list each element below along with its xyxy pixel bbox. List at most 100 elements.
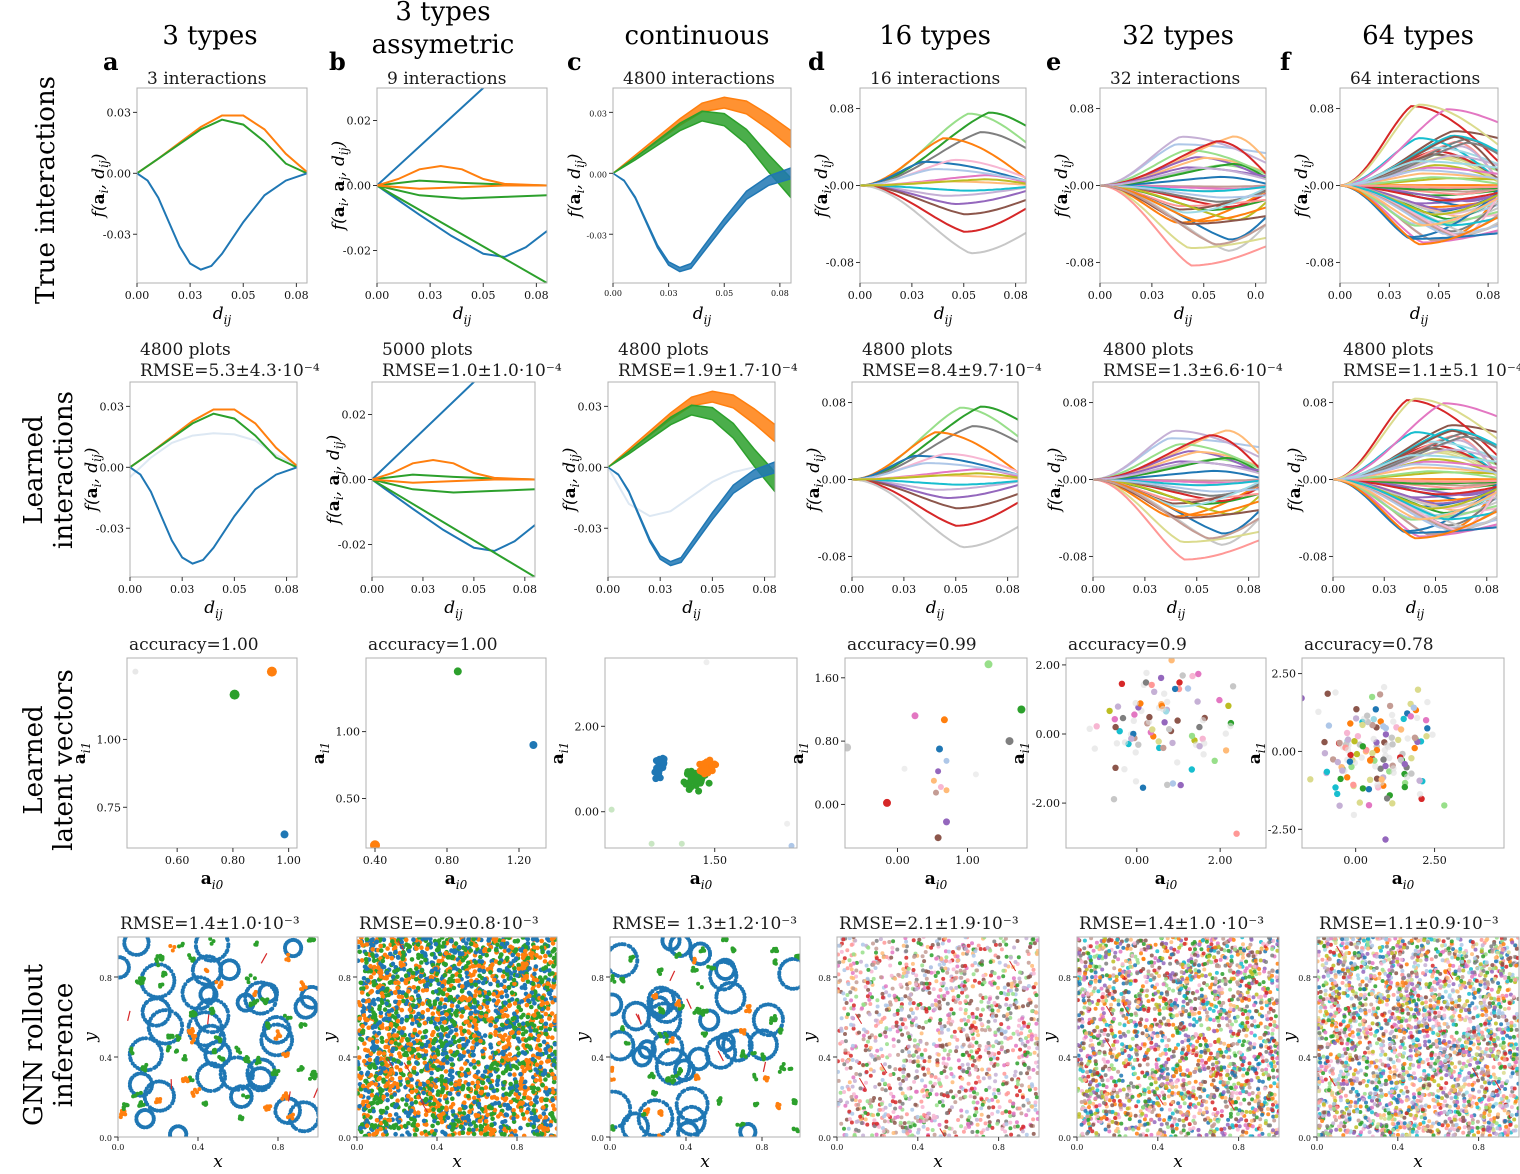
scatter-point [361,976,367,981]
scatter-point [523,948,528,954]
scatter-point [260,997,265,1002]
scatter-point [208,937,213,941]
scatter-point [534,953,539,958]
scatter-point [297,1110,302,1115]
scatter-point [320,993,324,997]
y-tick-label: -0.08 [1306,256,1334,269]
x-tick-label: 0.08 [1003,289,1028,302]
scatter-point [459,1066,464,1071]
scatter-point [472,1099,477,1105]
scatter-point [435,1092,441,1097]
scatter-point [520,1031,526,1037]
plot-area [1086,658,1240,837]
y-tick-label: 2.00 [1036,659,1061,672]
scatter-point [503,1112,509,1117]
scatter-point [364,1053,370,1059]
scatter-point [172,981,177,985]
scatter-point [465,1049,471,1054]
scatter-point [1229,683,1237,690]
scatter-point [429,968,435,974]
scatter-point [508,944,513,950]
scatter-point [244,1056,249,1060]
row-label: GNN rollout [19,963,49,1126]
scatter-point [456,961,462,967]
scatter-point [217,984,222,989]
scatter-point [425,981,431,987]
scatter-point [1359,785,1367,792]
scatter-point [519,1015,524,1020]
scatter-point [547,968,552,973]
scatter-point [472,1005,477,1010]
scatter-point [525,1014,531,1020]
scatter-point [280,1096,285,1101]
scatter-point [357,1073,361,1079]
scatter-point [678,840,685,847]
panel-subtitle: RMSE=1.1±5.1 10⁻⁴ [1343,361,1520,381]
series-line [1100,135,1266,187]
scatter-point [420,1035,426,1040]
scatter-point [393,1131,398,1137]
panel-title: 4800 plots [140,340,231,360]
scatter-point [467,1002,473,1007]
scatter-point [357,1062,361,1067]
scatter-point [518,1071,523,1077]
scatter-point [534,938,540,943]
scatter-point [168,989,173,994]
series-line [372,478,535,553]
scatter-point [373,1082,379,1087]
scatter-point [188,1013,193,1018]
scatter-point [360,943,366,948]
scatter-point [399,994,405,1000]
scatter-point [471,1131,477,1137]
scatter-point [299,1024,303,1029]
scatter-point [1408,770,1415,777]
scatter-point [318,1001,322,1005]
scatter-point [357,1091,360,1096]
scatter-point [1359,743,1367,750]
scatter-point [1137,700,1144,707]
plot-area [357,937,557,1137]
x-tick-label: 0.80 [435,854,460,867]
scatter-point [502,1080,507,1085]
scatter-point [286,952,291,957]
scatter-point [1130,730,1137,738]
scatter-point [453,1114,459,1119]
scatter-point [1302,695,1305,702]
scatter-point [467,1127,472,1132]
scatter-point [411,937,416,942]
scatter-point [252,1010,256,1014]
scatter-point [410,1122,415,1128]
scatter-point [466,1130,471,1136]
scatter-point [130,952,135,957]
scatter-point [459,1014,464,1019]
y-tick-label: 0.08 [1303,397,1328,410]
scatter-point [468,1011,473,1016]
scatter-point [1196,743,1203,750]
scatter-point [427,1002,433,1008]
scatter-point [470,1045,475,1051]
scatter-point [533,964,539,969]
scatter-point [469,1015,474,1020]
scatter-point [1416,791,1424,798]
scatter-point [479,1089,485,1095]
scatter-point [370,947,376,952]
scatter-point [527,993,532,999]
scatter-point [274,992,279,997]
scatter-point [539,1002,544,1007]
scatter-point [1372,706,1380,713]
scatter-point [1395,736,1402,744]
scatter-point [475,1084,481,1090]
scatter-point [141,1014,146,1019]
scatter-point [513,1091,518,1097]
plot-area [118,937,324,1137]
scatter-point [522,1091,527,1097]
scatter-point [448,938,454,944]
scatter-point [485,1112,490,1118]
scatter-point [411,985,417,990]
scatter-point [1142,679,1150,686]
scatter-point [1370,735,1377,743]
scatter-point [409,1101,415,1106]
scatter-point [477,1005,483,1010]
scatter-point [472,1065,477,1070]
